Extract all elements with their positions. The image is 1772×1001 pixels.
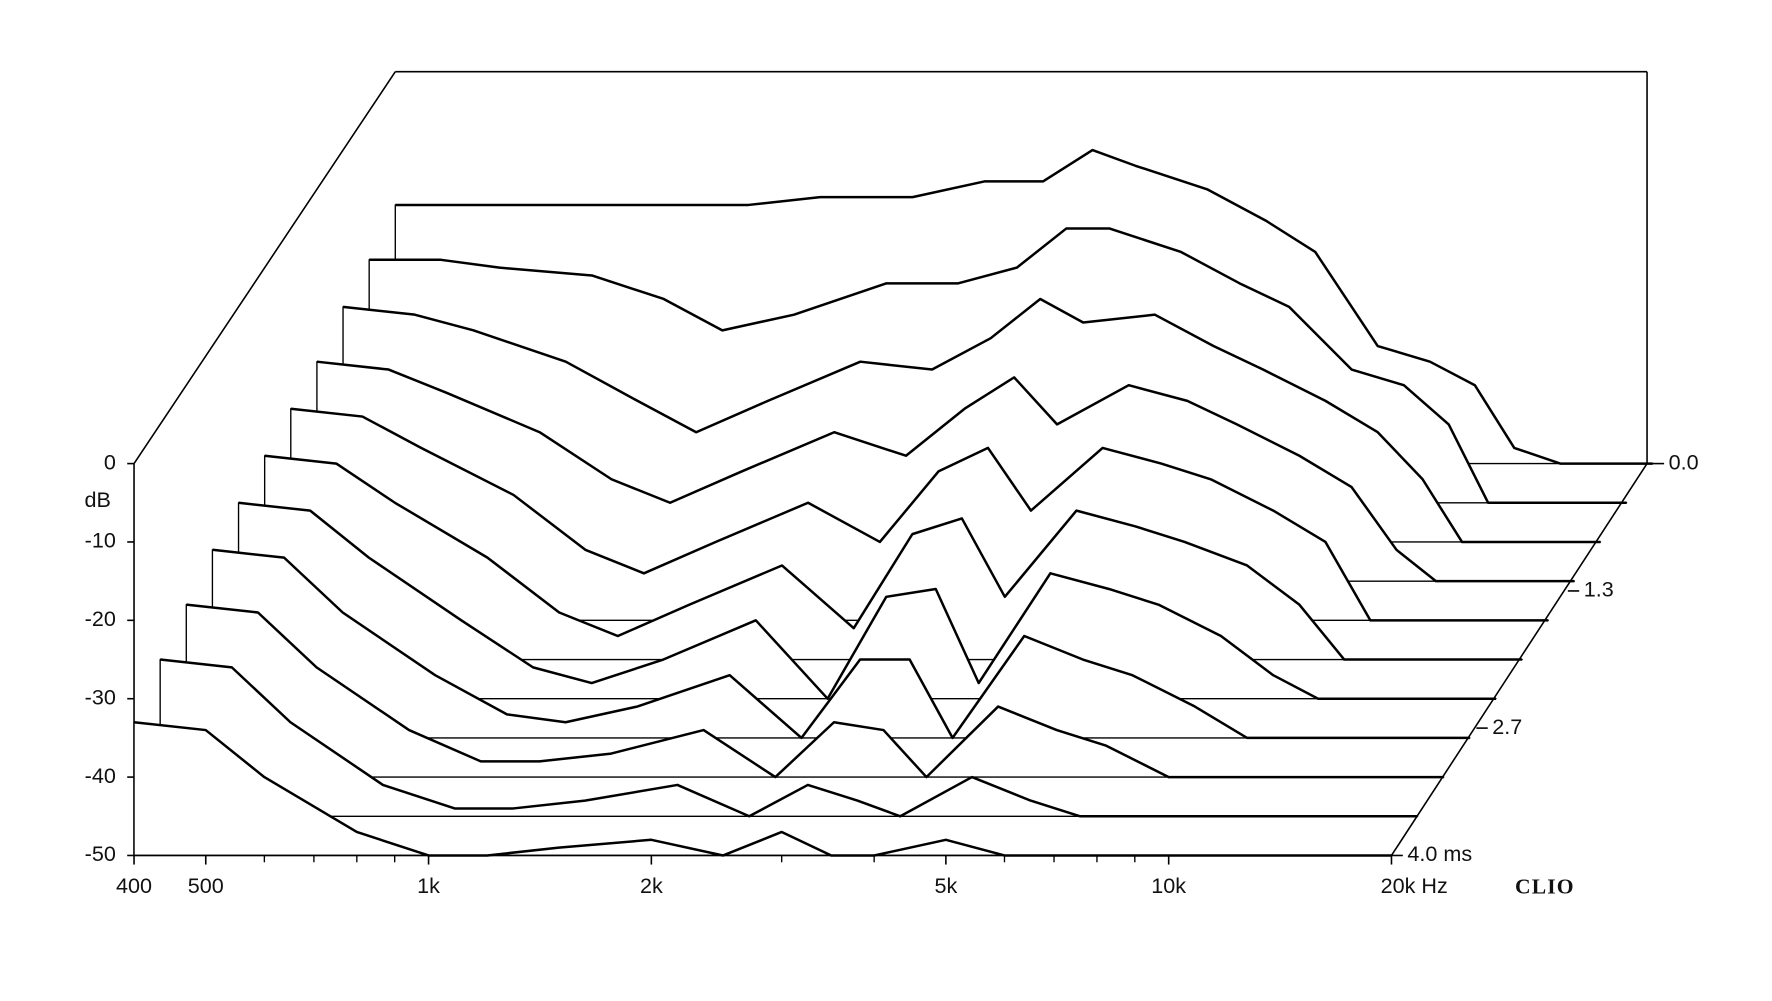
time-tick-label: 2.7 <box>1492 714 1522 739</box>
y-tick-label: -40 <box>85 763 116 788</box>
y-tick-label: -30 <box>85 684 116 709</box>
x-tick-label: 2k <box>640 873 663 898</box>
y-tick-label: -50 <box>85 841 116 866</box>
slice-curve <box>186 603 1444 779</box>
slice-curve <box>369 227 1627 505</box>
brand: CLIO <box>1515 874 1575 898</box>
x-tick-label: 1k <box>417 873 440 898</box>
time-tick-label: 4.0 ms <box>1407 841 1472 866</box>
y-tick-label: -10 <box>85 528 116 553</box>
x-tick-label: 500 <box>188 873 224 898</box>
time-tick-label: 0.0 <box>1669 449 1699 474</box>
time-tick-label: 1.3 <box>1584 577 1614 602</box>
slice-curve <box>316 360 1575 583</box>
slice-curve <box>290 407 1549 622</box>
slice-curve <box>212 548 1470 740</box>
slice-curve <box>238 501 1496 700</box>
y-tick-label: 0 <box>104 449 116 474</box>
y-tick-label: -20 <box>85 606 116 631</box>
slice-curve <box>264 454 1523 661</box>
slices <box>133 148 1654 857</box>
x-tick-label: 20k Hz <box>1381 873 1448 898</box>
frame-edge <box>133 71 396 465</box>
slice-curve <box>342 297 1601 544</box>
x-tick-label: 5k <box>934 873 957 898</box>
x-tick-label: 400 <box>116 873 152 898</box>
y-axis-label: dB <box>84 487 110 512</box>
x-tick-label: 10k <box>1151 873 1186 898</box>
slice-curve <box>395 148 1653 465</box>
slice-curve <box>160 658 1418 818</box>
